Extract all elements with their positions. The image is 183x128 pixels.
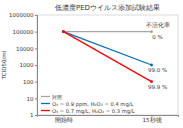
x-tick: 15秒後 bbox=[143, 115, 162, 123]
legend-swatch bbox=[41, 110, 50, 111]
y-tick-label: 1000 bbox=[20, 62, 34, 68]
x-tick: 開始時 bbox=[55, 115, 73, 123]
data-layer bbox=[62, 30, 153, 83]
legend-swatch bbox=[41, 96, 50, 97]
annotation: 99.0 % bbox=[148, 67, 167, 73]
legend-label: O₃ = 0.9 ppm, H₂O₂ = 0.4 mg/L bbox=[52, 101, 133, 108]
plot: 1 10 100 1000 10000 100000 1000000 開始時 15秒後 不活化率 0… bbox=[9, 12, 179, 123]
y-tick-label: 10000 bbox=[16, 46, 34, 52]
y-tick: 10000 bbox=[16, 46, 37, 52]
series-point bbox=[62, 30, 65, 33]
y-tick-mark bbox=[35, 82, 37, 83]
series-point bbox=[62, 30, 65, 33]
legend-label: O₃ = 0.7 mg/L, H₂O₂ = 0.3 mg/L bbox=[52, 108, 135, 115]
y-axis-line bbox=[35, 16, 38, 116]
series-point bbox=[62, 30, 65, 33]
title: 低濃度PEDウイルス添加試験結果 bbox=[55, 4, 160, 12]
plot-frame bbox=[37, 15, 178, 115]
y-tick-mark bbox=[35, 65, 37, 66]
y-tick-label: 10 bbox=[27, 96, 34, 102]
annotation: 0 % bbox=[152, 34, 162, 40]
annotation: 不活化率 bbox=[146, 21, 170, 28]
series-point bbox=[150, 30, 153, 33]
legend-item: 対照 bbox=[41, 94, 62, 100]
y-tick-label: 100000 bbox=[13, 29, 34, 35]
chart: 低濃度PEDウイルス添加試験結果 1 10 100 1000 10000 100000 100… bbox=[0, 0, 183, 128]
y-tick-label: 1000000 bbox=[9, 12, 34, 18]
y-tick-label: 100 bbox=[23, 79, 34, 85]
x-axis: 開始時 15秒後 bbox=[38, 115, 179, 123]
y-tick: 100000 bbox=[13, 29, 38, 35]
y-tick: 1 bbox=[30, 112, 37, 118]
series-line bbox=[63, 32, 151, 65]
y-tick: 100 bbox=[23, 79, 37, 85]
y-tick-mark bbox=[35, 48, 37, 49]
legend-swatch bbox=[41, 103, 50, 104]
y-tick: 1000000 bbox=[9, 12, 37, 18]
legend-label: 対照 bbox=[52, 94, 62, 100]
series-line bbox=[63, 31, 151, 32]
y-tick-mark bbox=[35, 32, 37, 33]
legend-item: O₃ = 0.9 ppm, H₂O₂ = 0.4 mg/L bbox=[41, 101, 133, 108]
y-tick: 1000 bbox=[20, 62, 38, 68]
y-axis-title: TCID50/ml bbox=[1, 50, 7, 80]
y-tick-mark bbox=[35, 15, 37, 16]
legend: 対照O₃ = 0.9 ppm, H₂O₂ = 0.4 mg/LO₃ = 0.7 … bbox=[41, 94, 135, 115]
annotation: 99.9 % bbox=[148, 84, 167, 90]
y-tick-mark bbox=[35, 98, 37, 99]
y-axis: 1 10 100 1000 10000 100000 1000000 bbox=[9, 12, 38, 118]
y-tick-mark bbox=[35, 115, 37, 116]
legend-item: O₃ = 0.7 mg/L, H₂O₂ = 0.3 mg/L bbox=[41, 108, 135, 115]
series-point bbox=[150, 80, 153, 83]
x-tick-label: 15秒後 bbox=[143, 117, 162, 123]
y-tick-label: 1 bbox=[30, 112, 34, 118]
x-tick-label: 開始時 bbox=[55, 117, 73, 123]
y-tick: 10 bbox=[27, 96, 38, 102]
series-point bbox=[150, 64, 153, 67]
series-line bbox=[63, 32, 151, 82]
